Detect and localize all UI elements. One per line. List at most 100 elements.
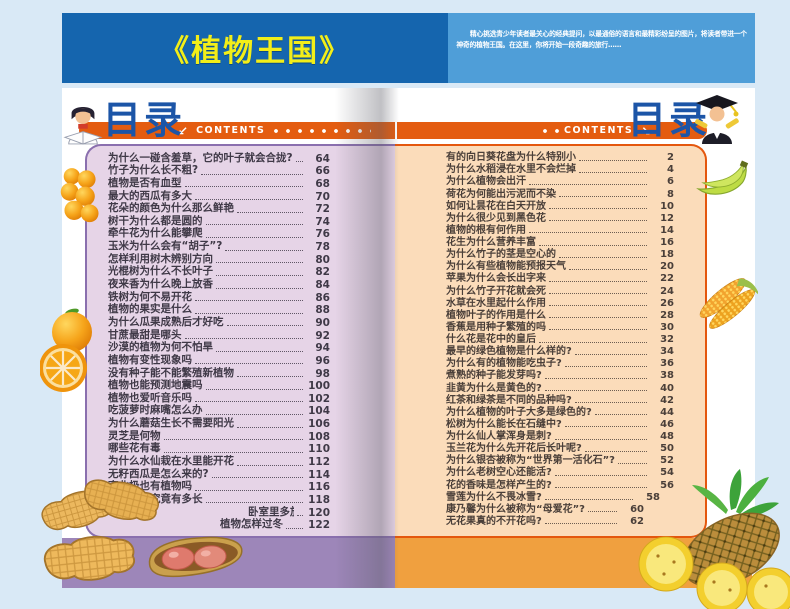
toc-entry: 为什么水仙栽在水里能开花 112 <box>108 455 330 468</box>
toc-entry-page: 24 <box>660 285 674 297</box>
toc-entry-page: 46 <box>660 418 674 430</box>
toc-entry-title: 为什么植物的叶子大多是绿色的? <box>446 406 592 418</box>
toc-entry-page: 108 <box>308 430 330 443</box>
dot-leader <box>569 268 647 270</box>
toc-entry-title: 为什么水仙栽在水里能开花 <box>108 455 234 468</box>
toc-entry-page: 120 <box>308 506 330 519</box>
toc-entry-page: 102 <box>308 392 330 405</box>
dot-leader <box>549 280 647 282</box>
right-toc-heading: 目录 <box>628 98 711 142</box>
toc-entry-title: 雪莲为什么不畏冰雪? <box>446 491 542 503</box>
dot-leader <box>574 402 647 404</box>
book-title: 《植物王国》 <box>62 13 449 83</box>
toc-entry: 竹子为什么长不粗? 66 <box>108 164 330 178</box>
toc-entry: 荷花为何能出污泥而不染 8 <box>446 187 674 200</box>
toc-entry: 植物怎样过冬 122 <box>108 518 330 531</box>
toc-entry-page: 62 <box>630 515 644 527</box>
dot-leader <box>286 527 303 529</box>
toc-entry-title: 为什么老树空心还能活? <box>446 467 552 479</box>
toc-entry: 为什么银杏被称为“世界第一活化石”? 52 <box>446 454 674 466</box>
left-toc-panel <box>85 144 395 538</box>
toc-entry: 为什么仙人掌浑身是刺? 48 <box>446 430 674 442</box>
toc-entry-title: 为什么有些植物能预报天气 <box>446 261 566 273</box>
toc-entry: 为什么有的植物能吃虫子? 36 <box>446 357 674 369</box>
toc-entry-title: 为什么有的植物能吃虫子? <box>446 358 562 370</box>
toc-entry-page: 90 <box>315 316 330 329</box>
toc-entry-page: 76 <box>315 228 330 241</box>
left-banner-dots <box>270 126 371 135</box>
toc-entry-page: 32 <box>660 334 674 345</box>
dot-leader <box>549 293 647 294</box>
dot-leader <box>549 305 647 307</box>
dot-leader <box>184 186 303 188</box>
right-footer-strip <box>395 538 752 588</box>
left-footer-strip <box>62 538 395 588</box>
dot-leader <box>195 300 303 302</box>
toc-entry-title: 为什么很少见到黑色花 <box>446 212 546 224</box>
toc-entry-page: 26 <box>660 297 674 309</box>
toc-entry-page: 30 <box>660 321 674 333</box>
toc-entry-page: 14 <box>660 224 674 236</box>
dot-leader <box>529 183 647 185</box>
toc-entry-page: 60 <box>630 503 644 515</box>
toc-entry-title: 水草在水里起什么作用 <box>446 297 546 309</box>
toc-entry: 苹果为什么会长出字来 22 <box>446 272 674 284</box>
toc-entry-title: 植物的根有何作用 <box>446 224 526 236</box>
toc-entry: 光棍树为什么不长叶子 82 <box>108 265 330 278</box>
dot-leader <box>579 171 647 173</box>
toc-entry-page: 52 <box>660 455 674 467</box>
toc-entry-title: 甘蔗最甜是哪头 <box>108 328 182 341</box>
toc-entry-title: 植物是否有血型 <box>108 176 182 189</box>
toc-entry: 哪些花有毒 110 <box>108 442 330 455</box>
curved-arrow-right-icon: ↘ <box>641 123 652 138</box>
dot-leader <box>594 414 647 416</box>
toc-entry-page: 96 <box>315 354 330 367</box>
intro-line-1: 精心挑选青少年读者最关心的经典提问，以最通俗的语言和最精彩纷呈的图片，将读者带进… <box>469 30 747 38</box>
toc-entry-page: 114 <box>308 468 330 481</box>
dot-leader <box>216 262 303 264</box>
toc-entry-page: 68 <box>315 177 330 190</box>
toc-entry-page: 2 <box>667 152 674 164</box>
toc-entry-title: 植物也能预测地震吗 <box>108 379 203 392</box>
toc-entry-page: 92 <box>315 329 330 342</box>
toc-entry-title: 灵芝是何物 <box>108 429 161 442</box>
toc-entry-title: 无花果真的不开花吗? <box>446 515 542 527</box>
toc-entry: 植物也爱听音乐吗 102 <box>108 392 330 405</box>
toc-entry-page: 66 <box>315 165 330 178</box>
left-toc-list: 为什么一碰含羞草，它的叶子就会合拢? 64 竹子为什么长不粗? 66 植物是否有… <box>108 152 330 532</box>
toc-entry-page: 28 <box>660 309 674 321</box>
toc-entry-page: 80 <box>315 253 330 266</box>
toc-entry-page: 78 <box>315 241 330 254</box>
toc-entry-title: 树的寿命究竟有多长 <box>108 492 203 505</box>
right-contents-banner: CONTENTS ↘ <box>397 122 707 139</box>
toc-entry: 无籽西瓜是怎么来的? 114 <box>108 468 330 481</box>
toc-entry: 为什么竹子的茎是空心的 18 <box>446 248 674 260</box>
dot-leader <box>195 401 303 403</box>
dot-leader <box>205 413 303 415</box>
toc-entry-page: 50 <box>660 443 674 455</box>
toc-entry: 怎样利用树木辨别方向 80 <box>108 253 330 266</box>
toc-entry: 树干为什么都是圆的 74 <box>108 215 330 228</box>
dot-leader <box>201 173 303 175</box>
toc-entry: 最早的绿色植物是什么样的? 34 <box>446 345 674 357</box>
toc-entry: 什么花是花中的皇后 32 <box>446 333 674 345</box>
toc-entry: 香蕉是用种子繁殖的吗 30 <box>446 321 674 333</box>
toc-entry: 为什么有些植物能预报天气 20 <box>446 260 674 272</box>
toc-entry: 花生为什么营养丰富 16 <box>446 236 674 248</box>
graduate-girl-icon <box>694 95 739 144</box>
dot-leader <box>195 363 303 365</box>
toc-entry-title: 夜来香为什么晚上放香 <box>108 278 213 291</box>
toc-entry-title: 怎样利用树木辨别方向 <box>108 252 213 265</box>
left-contents-banner: ↙ CONTENTS <box>79 122 395 139</box>
dot-leader <box>205 388 303 390</box>
toc-entry-title: 沙漠的植物为何不怕旱 <box>108 341 213 354</box>
toc-entry: 为什么老树空心还能活? 54 <box>446 466 674 478</box>
toc-entry: 铁树为何不易开花 86 <box>108 291 330 304</box>
toc-entry-page: 36 <box>660 358 674 370</box>
toc-entry: 红茶和绿茶是不同的品种吗? 42 <box>446 394 674 406</box>
toc-entry: 为什么瓜果成熟后才好吃 90 <box>108 316 330 329</box>
toc-entry-title: 康乃馨为什么被称为“母爱花”? <box>446 503 585 515</box>
toc-entry-title: 花的香味是怎样产生的? <box>446 479 552 491</box>
toc-entry: 煮熟的种子能发芽吗? 38 <box>446 369 674 381</box>
toc-entry-title: 有的向日葵花盘为什么特别小 <box>446 152 576 164</box>
